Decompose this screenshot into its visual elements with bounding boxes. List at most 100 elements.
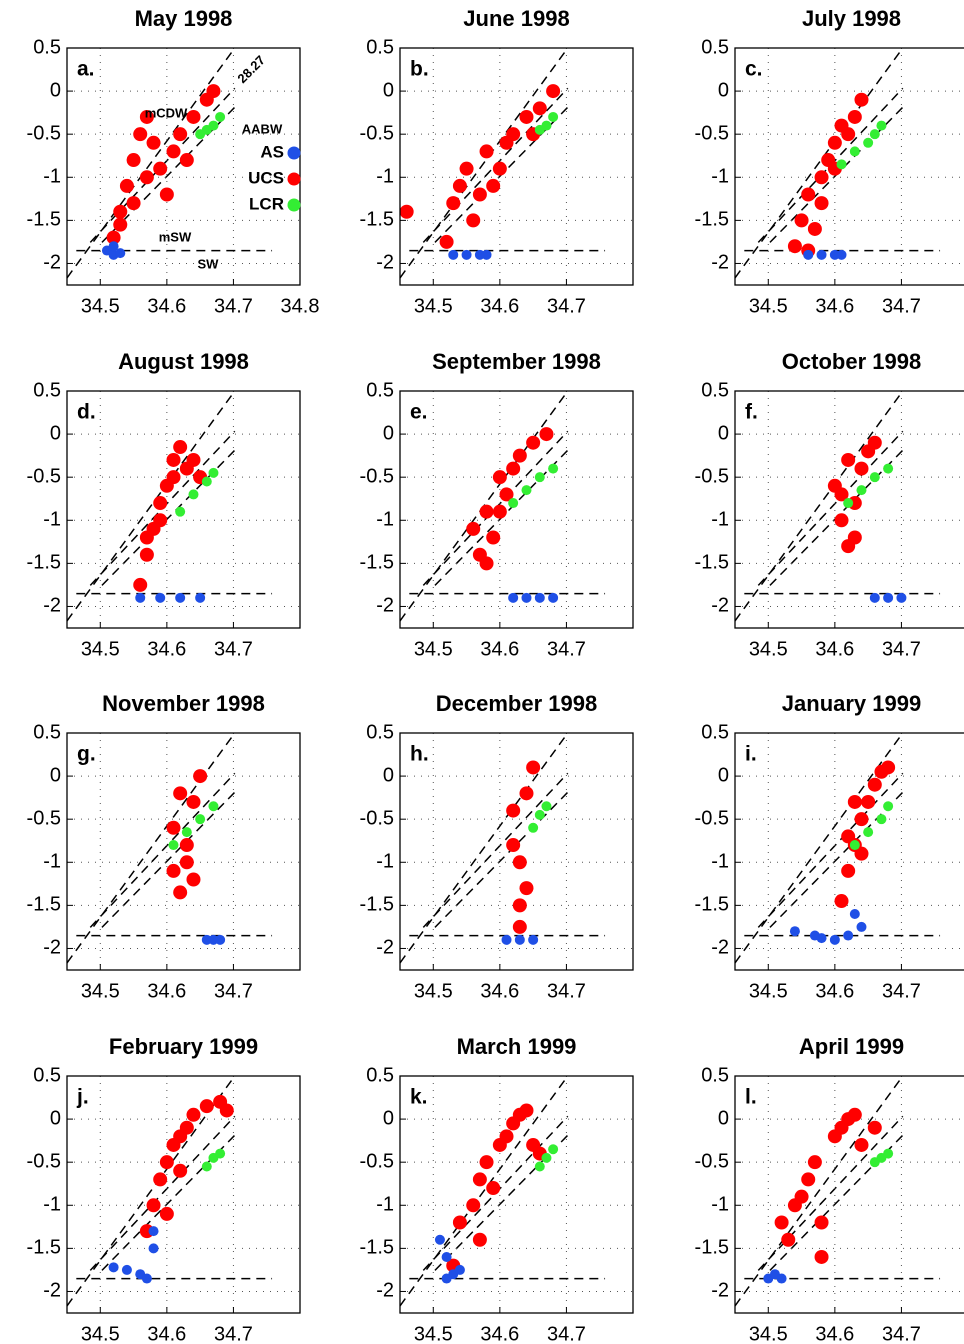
data-point bbox=[193, 769, 208, 784]
y-tick-label: -2 bbox=[376, 1280, 394, 1302]
data-point bbox=[827, 135, 842, 150]
data-point bbox=[867, 435, 882, 450]
y-tick-label: -2 bbox=[43, 252, 61, 274]
reference-line bbox=[734, 1075, 904, 1307]
panel-label: g. bbox=[77, 743, 96, 766]
panel-title: April 1999 bbox=[799, 1034, 904, 1059]
reference-line bbox=[399, 732, 569, 964]
data-point bbox=[896, 592, 907, 603]
plot-frame bbox=[734, 1075, 964, 1314]
data-point bbox=[113, 217, 128, 232]
reference-line bbox=[89, 772, 236, 928]
x-tick-label: 34.7 bbox=[882, 980, 921, 1002]
reference-line bbox=[101, 791, 236, 928]
x-tick-label: 34.5 bbox=[414, 1323, 453, 1344]
data-point bbox=[863, 827, 874, 838]
reference-line bbox=[734, 732, 904, 964]
data-point bbox=[173, 1163, 188, 1178]
data-point bbox=[441, 1251, 452, 1262]
data-point bbox=[807, 1155, 822, 1170]
data-point bbox=[186, 1107, 201, 1122]
data-point bbox=[441, 1273, 452, 1284]
panel-label: b. bbox=[410, 58, 429, 81]
data-point bbox=[847, 794, 862, 809]
data-point bbox=[472, 187, 487, 202]
data-point bbox=[814, 1215, 829, 1230]
data-point bbox=[208, 801, 219, 812]
data-point bbox=[854, 846, 869, 861]
data-point bbox=[534, 1161, 545, 1172]
data-point bbox=[126, 153, 141, 168]
data-point bbox=[512, 919, 527, 934]
panel-title: March 1999 bbox=[457, 1034, 577, 1059]
data-point bbox=[139, 109, 154, 124]
data-point bbox=[399, 204, 414, 219]
data-point bbox=[519, 1103, 534, 1118]
data-point bbox=[168, 840, 179, 851]
data-point bbox=[867, 1120, 882, 1135]
data-point bbox=[215, 1148, 226, 1159]
data-point bbox=[539, 427, 554, 442]
plot-frame bbox=[399, 1075, 634, 1314]
reference-line bbox=[734, 390, 904, 622]
plot-frame bbox=[734, 390, 964, 629]
data-point bbox=[173, 786, 188, 801]
legend-marker bbox=[287, 172, 301, 186]
panel: February 1999 0.5 0 -0.5 -1 -1.5 -2 34.5 34.6 34.… bbox=[27, 1034, 301, 1344]
plot-frame bbox=[66, 732, 301, 971]
data-point bbox=[789, 926, 800, 937]
panel: June 1998 0.5 0 -0.5 -1 -1.5 -2 34.5 34.6 34.7 b. bbox=[360, 6, 634, 317]
data-point bbox=[834, 894, 849, 909]
data-point bbox=[816, 933, 827, 944]
x-tick-label: 34.6 bbox=[147, 638, 186, 660]
y-tick-label: -1 bbox=[711, 166, 729, 188]
y-tick-label: -0.5 bbox=[360, 122, 394, 144]
data-point bbox=[501, 934, 512, 945]
legend-marker bbox=[287, 198, 301, 212]
panel-title: June 1998 bbox=[463, 6, 569, 31]
data-point bbox=[883, 463, 894, 474]
reference-line bbox=[66, 732, 236, 964]
data-point bbox=[186, 872, 201, 887]
data-point bbox=[776, 1273, 787, 1284]
y-tick-label: 0 bbox=[718, 1107, 729, 1129]
data-point bbox=[479, 144, 494, 159]
data-point bbox=[781, 1232, 796, 1247]
y-tick-label: -0.5 bbox=[27, 465, 61, 487]
data-point bbox=[794, 213, 809, 228]
plot-frame bbox=[399, 390, 634, 629]
data-point bbox=[814, 170, 829, 185]
data-point bbox=[508, 498, 519, 509]
panel: October 1998 0.5 0 -0.5 -1 -1.5 -2 34.5 34.6 34.7… bbox=[695, 349, 964, 660]
data-point bbox=[159, 187, 174, 202]
y-tick-label: -2 bbox=[43, 1280, 61, 1302]
data-point bbox=[179, 1120, 194, 1135]
legend-label: LCR bbox=[249, 194, 284, 213]
panel-label: l. bbox=[745, 1086, 757, 1109]
x-tick-label: 34.6 bbox=[480, 295, 519, 317]
x-tick-label: 34.6 bbox=[815, 295, 854, 317]
data-point bbox=[843, 930, 854, 941]
data-point bbox=[166, 820, 181, 835]
y-tick-label: 0.5 bbox=[33, 1064, 61, 1086]
legend-label: AS bbox=[260, 142, 284, 161]
data-point bbox=[499, 1129, 514, 1144]
data-point bbox=[175, 592, 186, 603]
data-point bbox=[486, 1181, 501, 1196]
data-point bbox=[854, 1137, 869, 1152]
data-point bbox=[179, 855, 194, 870]
y-tick-label: -1.5 bbox=[360, 209, 394, 231]
data-point bbox=[188, 489, 199, 500]
data-point bbox=[521, 592, 532, 603]
x-tick-label: 34.7 bbox=[214, 1323, 253, 1344]
y-tick-label: -1.5 bbox=[360, 1237, 394, 1259]
data-point bbox=[519, 881, 534, 896]
y-tick-label: -1 bbox=[43, 851, 61, 873]
y-tick-label: 0 bbox=[50, 1107, 61, 1129]
x-tick-label: 34.5 bbox=[81, 638, 120, 660]
panel-title: November 1998 bbox=[102, 691, 265, 716]
y-tick-label: 0 bbox=[383, 1107, 394, 1129]
data-point bbox=[528, 822, 539, 833]
y-tick-label: -1.5 bbox=[695, 209, 729, 231]
